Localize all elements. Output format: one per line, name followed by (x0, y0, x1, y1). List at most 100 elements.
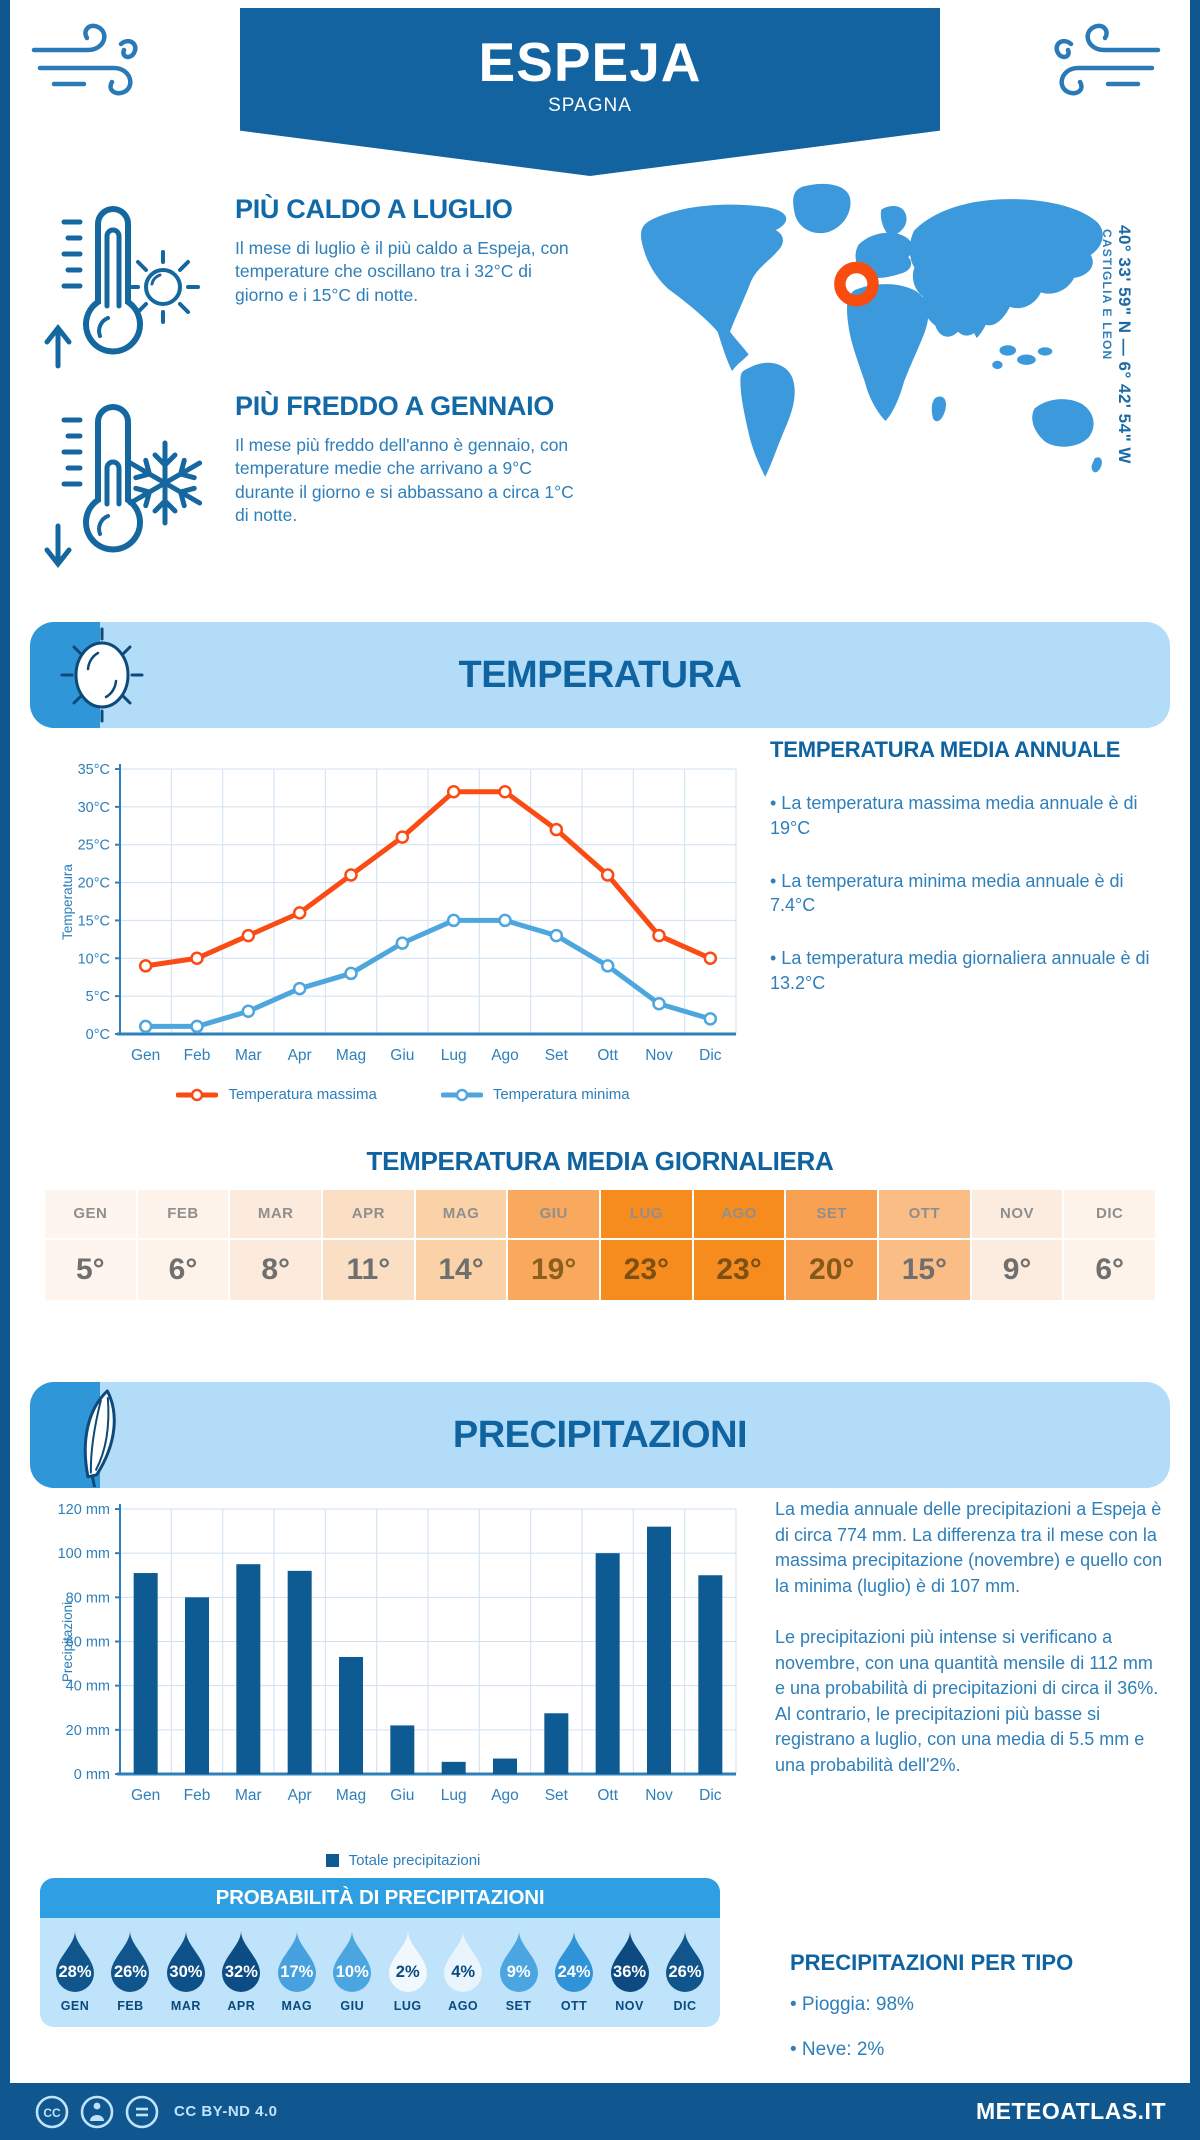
site-name: METEOATLAS.IT (975, 2098, 1166, 2124)
svg-text:20°C: 20°C (78, 876, 110, 892)
svg-text:100 mm: 100 mm (58, 1546, 110, 1562)
month-temp-value: 6° (168, 1253, 198, 1286)
probability-droplet: 4% AGO (438, 1930, 488, 2013)
droplet-icon (499, 1931, 538, 1992)
probability-droplet: 2% LUG (383, 1930, 433, 2013)
svg-text:Giu: Giu (390, 1047, 414, 1064)
wind-icon (31, 23, 138, 96)
droplet-icon (166, 1931, 205, 1992)
droplet-icon (56, 1931, 94, 1992)
month-temp-value: 23° (716, 1253, 762, 1286)
annual-temp-bullet: • La temperatura minima media annuale è … (770, 870, 1124, 916)
precipitation-paragraph: La media annuale delle precipitazioni a … (775, 1499, 1163, 1596)
world-map (640, 183, 1103, 477)
precipitation-type-title: PRECIPITAZIONI PER TIPO (790, 1950, 1074, 1975)
probability-droplet: 26% FEB (105, 1930, 155, 2013)
thermometer-up-icon (44, 206, 143, 369)
month-temp-cell: MAG 14° (415, 1190, 507, 1300)
cc-icon: CC (35, 2095, 69, 2128)
precipitation-banner: PRECIPITAZIONI (30, 1382, 1170, 1488)
probability-droplet: 9% SET (494, 1930, 544, 2013)
droplet-month: LUG (393, 1999, 422, 2013)
legend-item: Totale precipitazioni (325, 1852, 480, 1869)
month-temp-value: 6° (1095, 1253, 1125, 1286)
snowflake-icon (127, 440, 203, 526)
cc-attribution-icon (80, 2095, 114, 2128)
daily-mean-table-title: TEMPERATURA MEDIA GIORNALIERA (366, 1146, 834, 1176)
svg-text:Feb: Feb (184, 1047, 211, 1064)
droplet-month: MAR (170, 1999, 201, 2013)
svg-text:Temperatura: Temperatura (60, 864, 75, 940)
month-temp-cell: AGO 23° (693, 1190, 785, 1300)
droplet-month: GEN (60, 1999, 90, 2013)
month-temp-value: 8° (261, 1253, 291, 1286)
droplet-percentage: 30% (169, 1963, 203, 1981)
svg-text:Gen: Gen (131, 1047, 160, 1064)
svg-text:Mag: Mag (336, 1787, 366, 1804)
location-marker (834, 261, 879, 307)
legend-item: Temperatura minima (440, 1086, 630, 1103)
month-label: GEN (45, 1190, 136, 1240)
droplet-percentage: 10% (335, 1963, 369, 1981)
svg-text:Apr: Apr (288, 1787, 312, 1804)
droplet-percentage: 28% (58, 1963, 92, 1981)
svg-text:Mar: Mar (235, 1787, 262, 1804)
svg-text:Dic: Dic (699, 1047, 722, 1064)
left-edge-bar (0, 0, 10, 2140)
month-temp-value: 9° (1002, 1253, 1032, 1286)
warm-title: PIÙ CALDO A LUGLIO (235, 194, 513, 224)
month-temp-value: 14° (438, 1253, 484, 1286)
annual-temp-bullet: • La temperatura media giornaliera annua… (770, 948, 1150, 994)
annual-temperature-title: TEMPERATURA MEDIA ANNUALE (770, 737, 1121, 762)
precipitation-bar-chart: 0 mm 20 mm 40 mm 60 mm 80 mm 100 mm 120 mm Gen F… (58, 1502, 737, 1804)
svg-text:35°C: 35°C (78, 762, 110, 778)
coordinates-text: 40° 33' 59" N — 6° 42' 54" W (1115, 225, 1134, 464)
droplet-month: FEB (117, 1999, 144, 2013)
svg-text:Set: Set (545, 1047, 569, 1064)
droplet-percentage: 26% (668, 1963, 702, 1981)
probability-title: PROBABILITÀ DI PRECIPITAZIONI (40, 1878, 720, 1918)
droplet-month: AGO (448, 1999, 479, 2013)
month-label: APR (323, 1190, 414, 1240)
svg-text:120 mm: 120 mm (58, 1502, 110, 1518)
droplet-percentage: 26% (113, 1963, 147, 1981)
droplet-percentage: 17% (280, 1963, 314, 1981)
svg-text:15°C: 15°C (78, 913, 110, 929)
month-label: FEB (137, 1190, 229, 1240)
footer: CC CC BY-ND 4.0 METEOATLAS.IT (0, 2083, 1200, 2140)
annual-temp-bullet: • La temperatura massima media annuale è… (770, 793, 1138, 838)
month-temp-cell: DIC 6° (1064, 1190, 1156, 1300)
droplet-icon (444, 1931, 483, 1992)
month-temp-value: 15° (901, 1253, 948, 1286)
month-label: AGO (693, 1190, 785, 1240)
svg-text:Mar: Mar (235, 1047, 262, 1064)
annual-temperature-panel: TEMPERATURA MEDIA ANNUALE • La temperatu… (770, 737, 1164, 996)
svg-text:30°C: 30°C (78, 800, 110, 816)
droplet-month: DIC (673, 1999, 697, 2013)
month-label: OTT (879, 1190, 970, 1240)
month-temp-value: 23° (623, 1253, 670, 1286)
probability-droplet: 36% NOV (605, 1930, 655, 2013)
month-temp-cell: LUG 23° (601, 1190, 692, 1300)
month-temp-cell: NOV 9° (971, 1190, 1063, 1300)
page-title: ESPEJA (478, 31, 702, 93)
svg-text:Feb: Feb (184, 1787, 211, 1804)
month-label: SET (786, 1190, 878, 1240)
month-temp-value: 5° (75, 1253, 105, 1286)
month-temp-cell: SET 20° (786, 1190, 878, 1300)
month-temp-value: 19° (531, 1253, 577, 1286)
month-label: GIU (508, 1190, 600, 1240)
droplet-month: OTT (560, 1999, 588, 2013)
droplet-month: GIU (340, 1999, 365, 2013)
droplet-percentage: 36% (613, 1963, 647, 1981)
svg-text:Dic: Dic (699, 1787, 722, 1804)
svg-text:Nov: Nov (645, 1787, 673, 1804)
droplet-percentage: 4% (451, 1963, 476, 1981)
month-temp-cell: GEN 5° (45, 1190, 136, 1300)
droplet-percentage: 2% (395, 1963, 420, 1981)
droplet-month: SET (505, 1999, 532, 2013)
header-banner: ESPEJA SPAGNA (240, 8, 940, 176)
probability-droplet: 10% GIU (327, 1930, 377, 2013)
droplet-icon (610, 1931, 649, 1992)
